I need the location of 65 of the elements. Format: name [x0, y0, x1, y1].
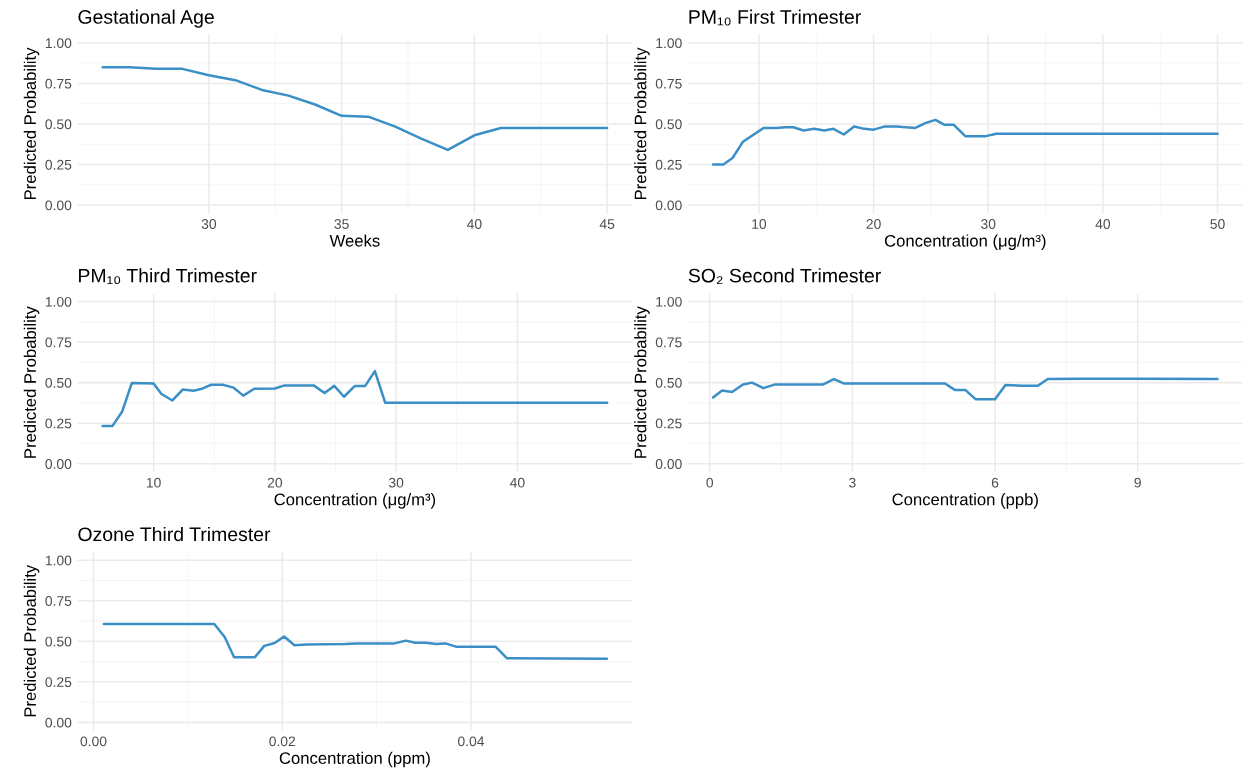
line-series — [711, 377, 1219, 401]
y-tick-label: 1.00 — [45, 38, 72, 49]
x-tick-label: 6 — [991, 477, 999, 488]
chart-title: SO₂ Second Trimester — [688, 268, 881, 284]
line-series — [101, 369, 609, 428]
x-tick-label: 0.02 — [269, 736, 296, 747]
x-tick-label: 9 — [1134, 477, 1141, 488]
line-series — [711, 118, 1219, 166]
y-tick-label: 0.00 — [655, 459, 682, 469]
x-tick-label: 50 — [1210, 219, 1225, 229]
y-tick-label: 0.25 — [655, 418, 682, 429]
x-tick-label: 10 — [752, 219, 767, 229]
y-tick-label: 0.50 — [655, 119, 682, 130]
x-tick-label: 40 — [1095, 219, 1111, 229]
x-tick-label: 20 — [267, 477, 283, 488]
y-axis-title: Predicted Probability — [23, 564, 40, 717]
x-tick-label: 10 — [146, 477, 161, 488]
y-tick-label: 0.25 — [655, 159, 682, 170]
chart-title: Gestational Age — [78, 9, 214, 28]
y-tick-label: 0.75 — [45, 78, 72, 89]
y-axis-title: Predicted Probability — [23, 47, 40, 200]
x-axis-title: Concentration (μg/m³) — [884, 234, 1046, 250]
y-tick-label: 1.00 — [45, 296, 72, 307]
x-tick-label: 30 — [201, 219, 217, 229]
y-tick-label: 0.25 — [45, 677, 72, 687]
x-axis-title: Weeks — [329, 234, 380, 247]
line-series — [101, 65, 609, 152]
x-axis-title: Concentration (ppb) — [892, 493, 1038, 509]
x-tick-label: 40 — [509, 477, 525, 488]
x-tick-label: 35 — [334, 219, 349, 229]
x-axis-title: Concentration (ppm) — [279, 751, 430, 768]
y-tick-label: 0.75 — [45, 596, 72, 606]
y-tick-label: 0.75 — [45, 337, 72, 348]
y-tick-label: 0.00 — [45, 717, 72, 728]
x-tick-label: 30 — [388, 477, 404, 488]
y-tick-label: 1.00 — [656, 296, 682, 307]
y-tick-label: 0.25 — [45, 418, 72, 429]
x-tick-label: 20 — [866, 219, 881, 229]
y-tick-label: 0.25 — [45, 159, 72, 170]
x-tick-label: 0 — [706, 477, 714, 488]
y-tick-label: 1.00 — [656, 38, 682, 49]
y-tick-label: 0.00 — [45, 459, 72, 469]
y-tick-label: 0.75 — [655, 337, 682, 348]
y-tick-label: 0.50 — [45, 119, 72, 130]
x-tick-label: 30 — [981, 219, 996, 229]
y-tick-label: 1.00 — [45, 555, 72, 566]
chart-title: Ozone Third Trimester — [78, 526, 271, 542]
x-tick-label: 0.04 — [458, 736, 485, 747]
chart-title: PM₁₀ Third Trimester — [79, 268, 257, 285]
y-tick-label: 0.50 — [45, 636, 72, 647]
x-tick-label: 3 — [849, 477, 856, 488]
y-tick-label: 0.75 — [655, 78, 682, 89]
y-tick-label: 0.00 — [45, 200, 72, 211]
x-tick-label: 45 — [599, 219, 615, 229]
y-tick-label: 0.00 — [655, 200, 682, 211]
y-tick-label: 0.50 — [655, 377, 682, 388]
y-tick-label: 0.50 — [45, 377, 72, 388]
line-series — [102, 622, 609, 660]
chart-title: PM₁₀ First Trimester — [689, 9, 861, 26]
x-axis-title: Concentration (μg/m³) — [274, 493, 436, 509]
y-axis-title: Predicted Probability — [23, 306, 40, 458]
x-tick-label: 0.00 — [80, 736, 107, 747]
x-tick-label: 40 — [466, 219, 482, 229]
y-axis-title: Predicted Probability — [634, 47, 650, 200]
y-axis-title: Predicted Probability — [634, 306, 650, 458]
